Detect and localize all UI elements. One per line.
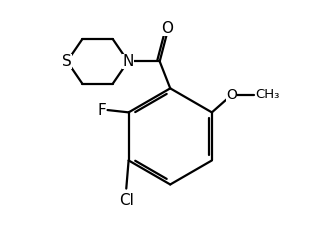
- Text: Cl: Cl: [119, 193, 134, 208]
- Text: O: O: [226, 88, 237, 102]
- Text: N: N: [122, 54, 134, 69]
- Text: O: O: [161, 21, 173, 36]
- Text: F: F: [98, 102, 106, 118]
- Text: CH₃: CH₃: [255, 88, 280, 101]
- Text: S: S: [62, 54, 72, 69]
